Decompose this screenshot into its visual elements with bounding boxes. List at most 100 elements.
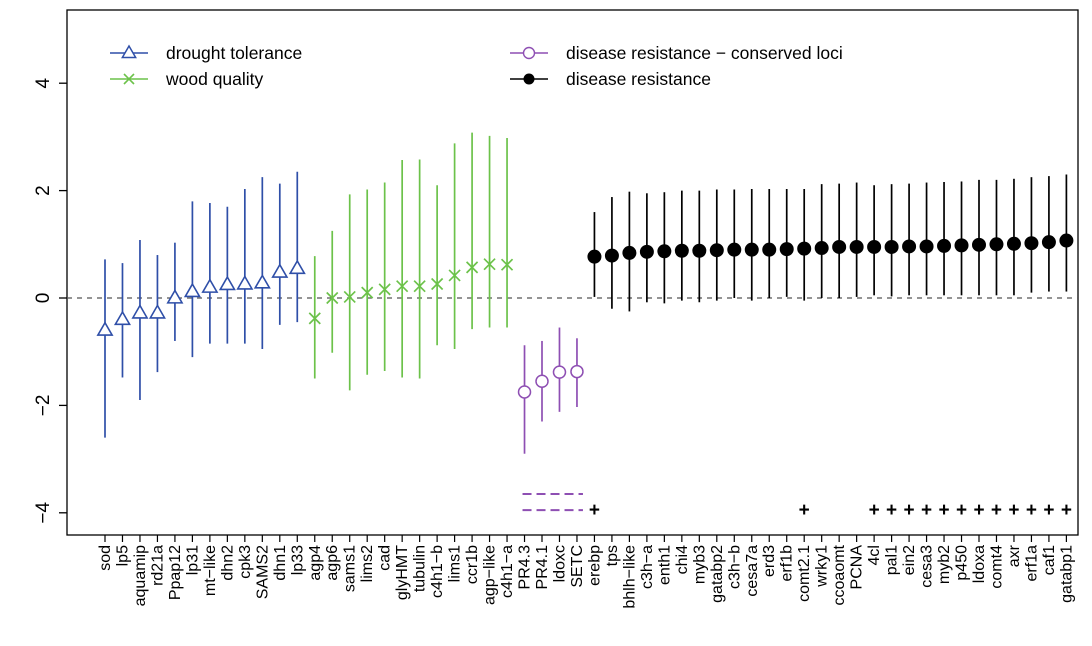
significance-marker: + [1008,500,1019,521]
data-point [236,274,254,290]
x-category-label: dhn2 [219,545,236,581]
legend-label: drought tolerance [166,43,302,63]
x-category-label: comt4 [988,545,1005,589]
data-point [954,238,969,253]
plot-frame [66,9,1079,536]
data-point [657,244,672,259]
data-point [413,280,426,293]
data-point [832,239,847,254]
data-point [762,242,777,257]
marker-stroke [500,258,514,271]
marker-stroke [483,258,496,271]
x-category-label: cesa7a [744,545,761,597]
data-point [483,258,496,271]
x-category-label: gatabp2 [709,545,726,603]
x-category-label: lp31 [184,545,201,575]
x-category-label: Ppap12 [167,545,184,600]
x-category-label: lims1 [447,545,464,582]
data-point [378,283,391,296]
x-category-label: lims2 [359,545,376,582]
x-category-label: erf1b [779,545,796,582]
legend-marker [522,46,536,60]
data-point [989,237,1004,252]
x-category-label: sams1 [342,545,359,592]
x-category-label: tps [604,545,621,566]
x-category-label: agp−like [482,545,499,605]
significance-marker: + [991,500,1002,521]
x-category-label: 4cl [866,545,883,565]
x-category-label: erd3 [761,545,778,577]
data-point [727,242,742,257]
data-point [396,280,409,293]
significance-marker: + [1043,500,1054,521]
x-category-label: p450 [954,545,971,581]
x-category-label: c4h1−a [499,545,516,598]
data-point [709,243,724,258]
legend-entry: disease resistance − conserved loci [510,43,843,63]
data-point [1059,233,1074,248]
x-category-label: tubulin [412,545,429,592]
data-point [552,365,567,379]
marker-stroke [308,312,321,325]
x-category-label: erf1a [1023,545,1040,582]
x-category-label: ldoxc [551,545,568,582]
y-tick-label: 4 [33,77,54,88]
data-point [201,278,219,293]
x-category-label: SETC [569,545,586,588]
data-point [674,243,689,258]
x-category-label: myb3 [691,545,708,584]
data-point [919,239,934,254]
x-category-label: cpk3 [237,545,254,579]
significance-marker: + [869,500,880,521]
marker-stroke [431,277,444,291]
data-point [587,249,602,264]
x-category-label: c3h−a [639,545,656,589]
x-category-label: aquamip [132,545,149,606]
x-category-label: rd21a [149,545,166,586]
significance-marker: + [973,500,984,521]
data-point [96,321,114,336]
x-category-label: chi4 [674,545,691,574]
x-category-label: erebp [586,545,603,586]
data-point [148,303,166,319]
data-point [500,258,514,271]
data-point [1006,236,1021,251]
x-category-label: wrky1 [814,545,831,588]
x-category-label: SAMS2 [254,545,271,599]
significance-marker: + [956,500,967,521]
x-category-label: PR4.1 [534,545,551,590]
x-category-label: bhlh−like [621,545,638,609]
x-category-label: caf1 [1041,545,1058,575]
legend-label: wood quality [165,69,264,89]
x-category-label: lp5 [114,545,131,566]
marker-stroke [343,290,356,304]
data-point [535,374,549,388]
x-category-label: agp4 [307,545,324,581]
legend-entry: wood quality [110,69,264,89]
y-tick-label: −2 [33,395,54,417]
x-category-label: mt−like [202,545,219,596]
marker-stroke [465,261,479,274]
x-category-label: c3h−b [726,545,743,589]
data-point [1041,235,1056,250]
data-point [131,303,149,319]
significance-marker: + [886,500,897,521]
x-category-label: PR4.3 [517,545,534,590]
data-point [448,269,461,282]
marker-stroke [378,283,391,296]
x-category-label: ein2 [901,545,918,575]
y-tick-label: 0 [33,293,54,304]
data-point [431,277,444,291]
marker-stroke [413,280,426,293]
legend-label: disease resistance − conserved loci [566,43,843,63]
x-category-label: glyHMT [394,545,411,600]
data-point [308,312,321,325]
data-point [218,275,236,291]
data-point [1024,236,1039,251]
significance-marker: + [589,500,600,521]
data-point [692,243,707,258]
data-point [465,261,479,274]
x-category-label: myb2 [936,545,953,584]
legend-marker [121,44,137,59]
